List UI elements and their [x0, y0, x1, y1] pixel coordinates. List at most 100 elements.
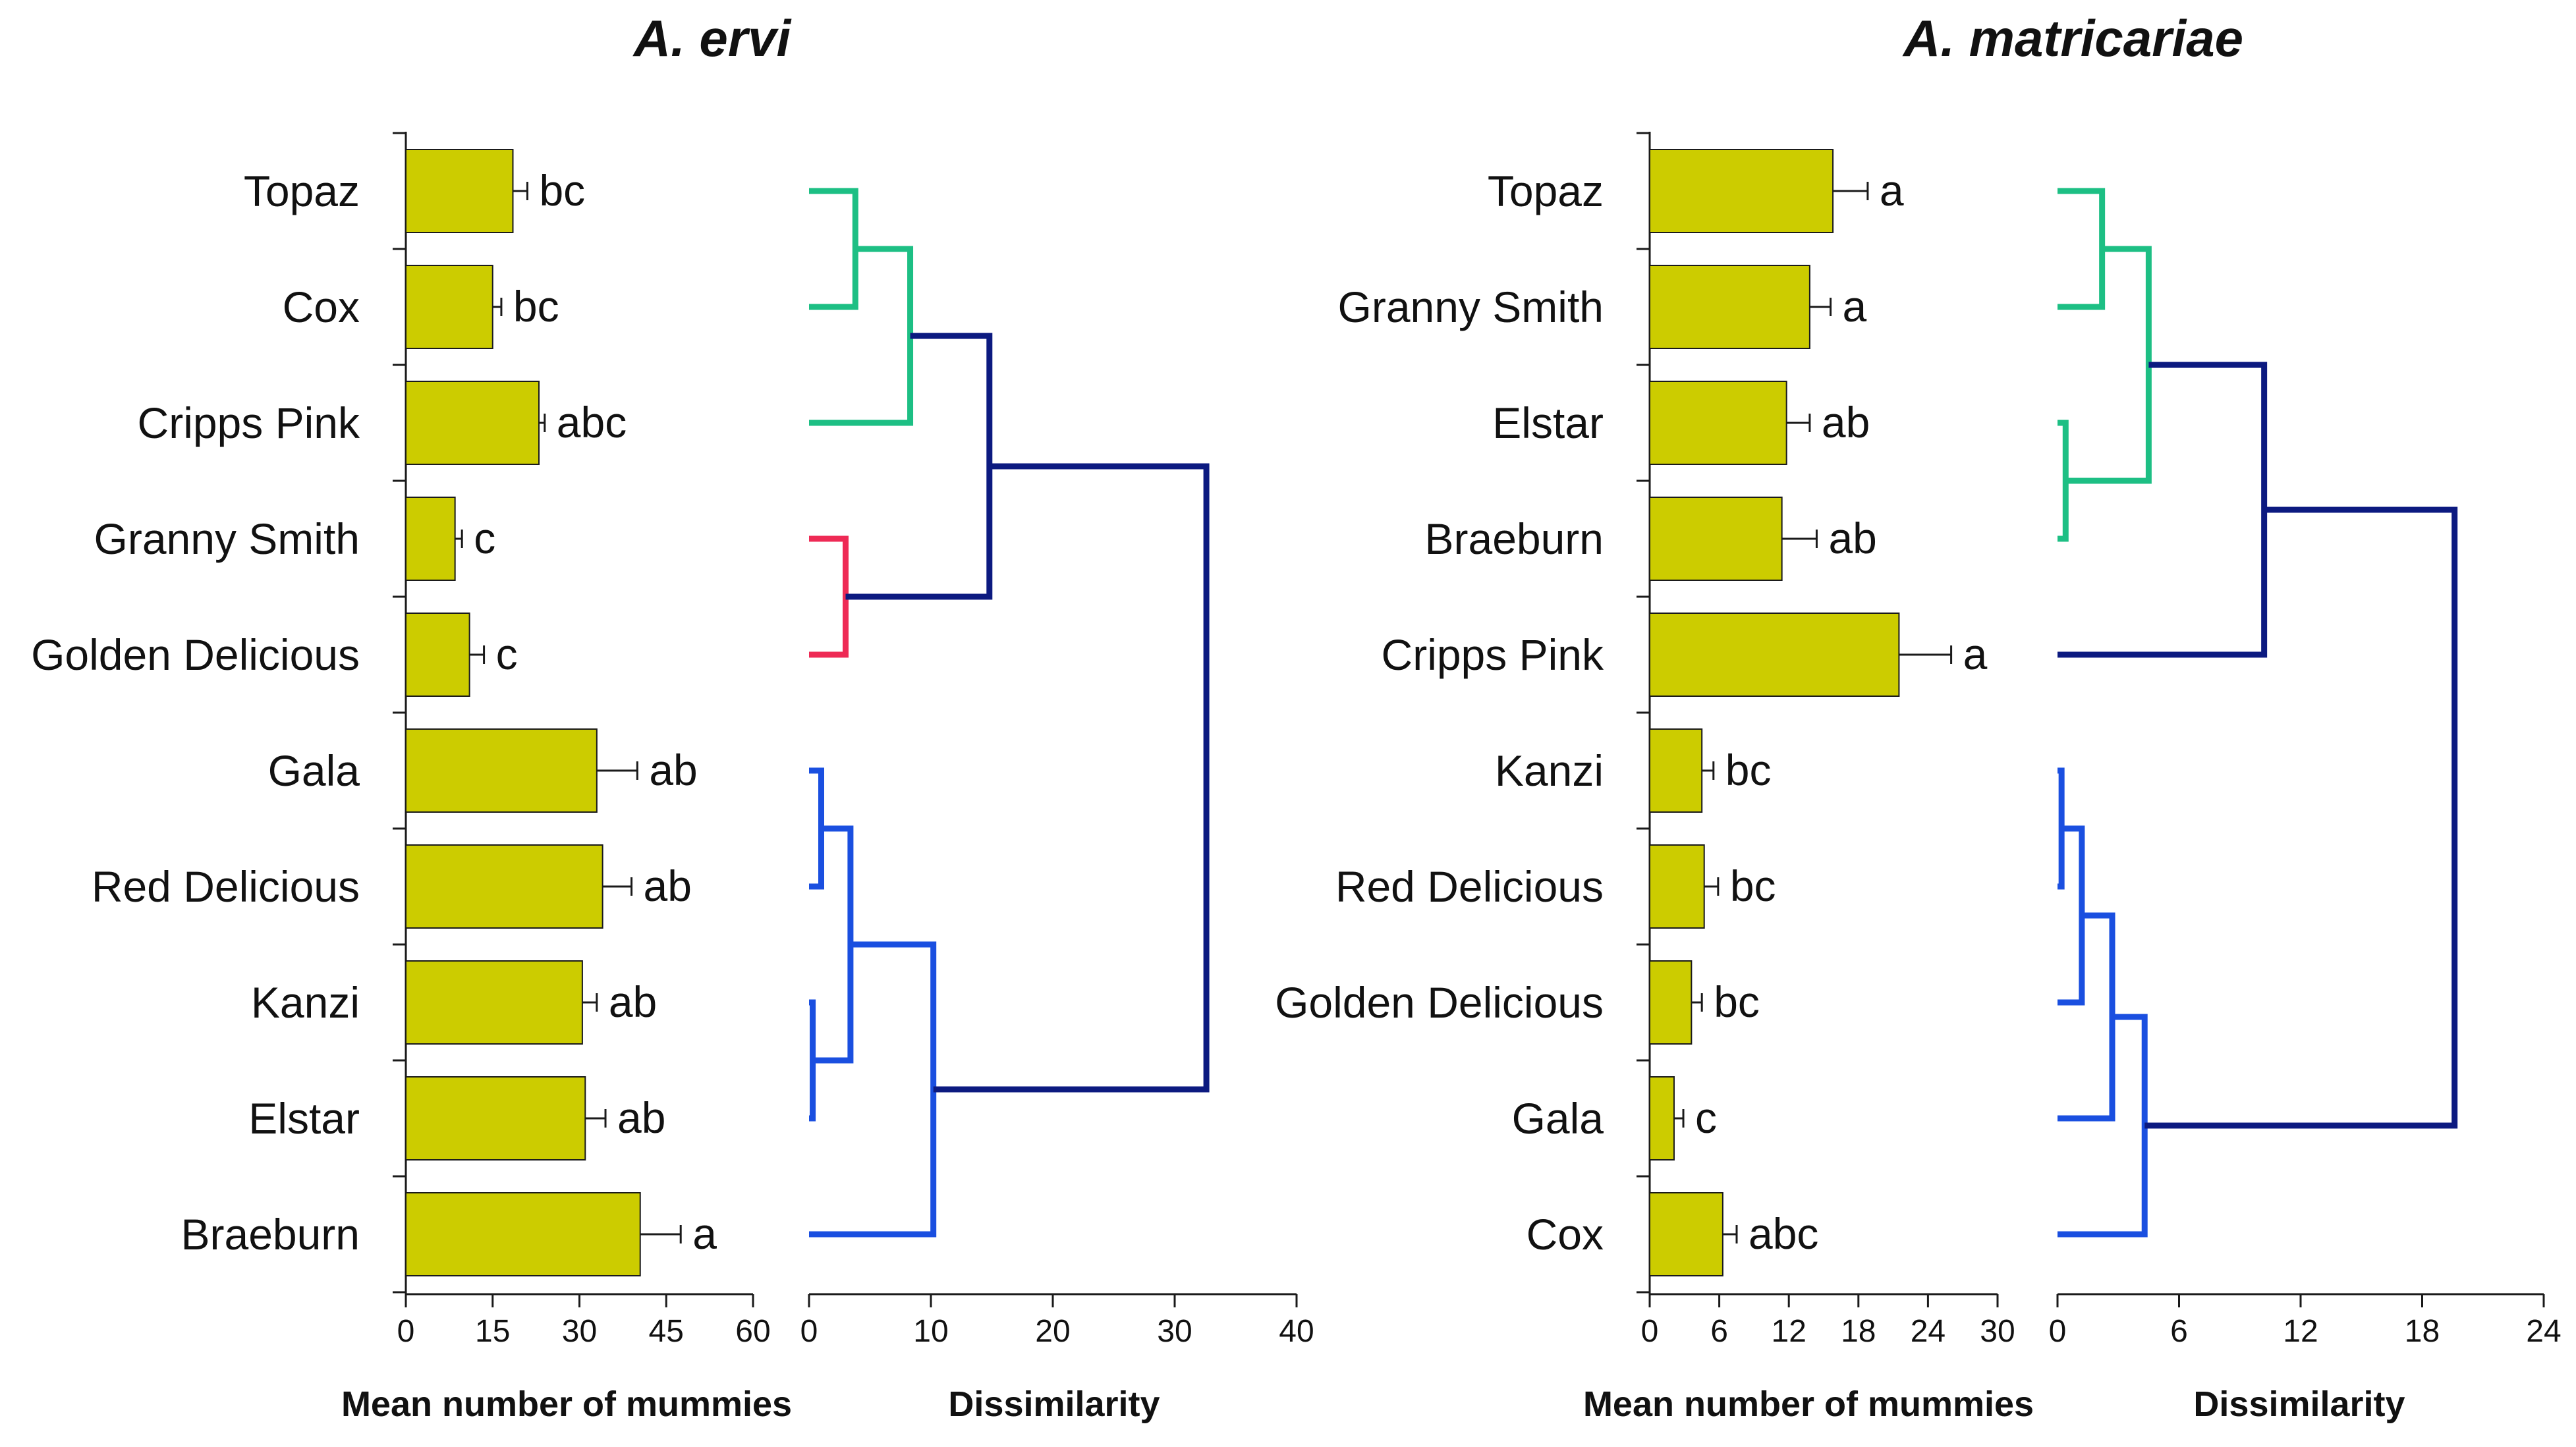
dendrogram-link-ervi-3 [845, 333, 993, 600]
significance-letter-matricariae-granny-smith: a [1843, 282, 1867, 331]
x-tick-label-ervi-dendrogram: 30 [1157, 1314, 1192, 1349]
significance-letter-ervi-cripps-pink: abc [557, 398, 627, 447]
bar-matricariae-braeburn [1649, 497, 1783, 581]
category-label-matricariae-braeburn: Braeburn [1424, 514, 1604, 563]
category-label-ervi-cox: Cox [283, 283, 360, 331]
x-tick-label-ervi-dendrogram: 10 [913, 1314, 948, 1349]
significance-letter-matricariae-red-delicious: bc [1730, 861, 1776, 910]
significance-letter-matricariae-topaz: a [1880, 166, 1904, 215]
bar-matricariae-red-delicious [1649, 844, 1705, 929]
x-tick-label-matricariae-bars: 24 [1911, 1314, 1946, 1349]
dendrogram-link-matricariae-3 [2058, 362, 2268, 658]
significance-letter-ervi-golden-delicious: c [496, 630, 518, 678]
category-label-ervi-golden-delicious: Golden Delicious [31, 630, 360, 679]
dendrogram-link-matricariae-1 [2058, 420, 2069, 542]
x-tick-label-matricariae-bars: 6 [1710, 1314, 1728, 1349]
significance-letter-matricariae-braeburn: ab [1828, 514, 1876, 562]
x-tick-label-matricariae-dendrogram: 6 [2170, 1314, 2188, 1349]
category-label-ervi-braeburn: Braeburn [181, 1210, 360, 1259]
significance-letter-ervi-braeburn: a [692, 1209, 717, 1258]
significance-letter-ervi-gala: ab [649, 746, 697, 794]
category-label-matricariae-gala: Gala [1512, 1094, 1604, 1143]
bar-matricariae-cripps-pink [1649, 613, 1900, 697]
bar-ervi-golden-delicious [405, 613, 470, 697]
x-tick-label-ervi-dendrogram: 0 [800, 1314, 818, 1349]
x-tick-label-ervi-bars: 0 [397, 1314, 415, 1349]
x-tick-label-matricariae-dendrogram: 12 [2283, 1314, 2318, 1349]
bar-ervi-topaz [405, 149, 514, 233]
category-label-ervi-red-delicious: Red Delicious [92, 862, 360, 911]
category-label-matricariae-topaz: Topaz [1488, 167, 1604, 215]
category-label-ervi-topaz: Topaz [244, 167, 360, 215]
category-label-matricariae-kanzi: Kanzi [1495, 746, 1604, 795]
significance-letter-ervi-red-delicious: ab [644, 861, 692, 910]
significance-letter-matricariae-elstar: ab [1822, 398, 1870, 447]
dendrogram-link-ervi-5 [809, 999, 816, 1122]
category-label-matricariae-cripps-pink: Cripps Pink [1382, 630, 1604, 679]
bar-ervi-granny-smith [405, 497, 456, 581]
panel-title-ervi: A. ervi [632, 9, 792, 67]
x-tick-label-matricariae-bars: 18 [1841, 1314, 1876, 1349]
x-axis-label-ervi-bars: Mean number of mummies [341, 1384, 792, 1424]
significance-letter-matricariae-cripps-pink: a [1963, 630, 1988, 678]
x-axis-label-matricariae-bars: Mean number of mummies [1583, 1384, 2034, 1424]
dendrogram-link-matricariae-2 [2065, 246, 2152, 484]
bar-matricariae-gala [1649, 1076, 1675, 1160]
dendrogram-link-ervi-0 [809, 188, 858, 310]
significance-letter-ervi-topaz: bc [539, 166, 585, 215]
x-tick-label-ervi-bars: 60 [735, 1314, 770, 1349]
x-tick-label-matricariae-dendrogram: 0 [2049, 1314, 2067, 1349]
bar-ervi-cripps-pink [405, 381, 540, 465]
bar-ervi-braeburn [405, 1192, 641, 1276]
significance-letter-matricariae-gala: c [1695, 1093, 1717, 1142]
panel-ervi-bars: A. ervi Mean number of mummies 0 15 30 45 60… [31, 9, 792, 1424]
category-label-ervi-elstar: Elstar [248, 1094, 360, 1143]
panel-matricariae-bars: A. matricariae Mean number of mummies 0 6… [1275, 9, 2243, 1424]
x-tick-label-ervi-bars: 15 [475, 1314, 510, 1349]
x-tick-label-ervi-dendrogram: 40 [1279, 1314, 1314, 1349]
dendrogram-link-ervi-7 [809, 941, 937, 1238]
bar-ervi-cox [405, 265, 493, 349]
category-label-matricariae-elstar: Elstar [1492, 398, 1604, 447]
category-label-matricariae-cox: Cox [1526, 1210, 1604, 1259]
dendrogram-link-ervi-4 [809, 767, 824, 890]
x-tick-label-ervi-bars: 45 [649, 1314, 684, 1349]
category-label-ervi-gala: Gala [268, 746, 360, 795]
dendrogram-link-matricariae-6 [2058, 912, 2115, 1122]
dendrogram-link-matricariae-0 [2058, 188, 2106, 310]
dendrogram-link-matricariae-7 [2058, 1014, 2148, 1238]
significance-letter-matricariae-cox: abc [1749, 1209, 1818, 1258]
x-tick-label-ervi-bars: 30 [562, 1314, 597, 1349]
category-label-ervi-kanzi: Kanzi [251, 978, 360, 1027]
significance-letter-ervi-granny-smith: c [474, 514, 495, 562]
dendrogram-link-matricariae-8 [2144, 506, 2458, 1129]
bar-ervi-gala [405, 728, 598, 813]
bar-matricariae-golden-delicious [1649, 960, 1693, 1045]
x-axis-label-ervi-dendrogram: Dissimilarity [948, 1384, 1160, 1424]
significance-letter-matricariae-kanzi: bc [1725, 746, 1772, 794]
x-axis-label-matricariae-dendrogram: Dissimilarity [2193, 1384, 2405, 1424]
bar-matricariae-kanzi [1649, 728, 1703, 813]
bar-matricariae-cox [1649, 1192, 1723, 1276]
panel-matricariae-dendrogram: Dissimilarity 0 6 12 18 24 [2049, 188, 2562, 1424]
significance-letter-matricariae-golden-delicious: bc [1714, 977, 1760, 1026]
x-tick-label-matricariae-dendrogram: 18 [2405, 1314, 2440, 1349]
bar-matricariae-elstar [1649, 381, 1787, 465]
significance-letter-ervi-kanzi: ab [609, 977, 657, 1026]
x-tick-label-matricariae-bars: 12 [1772, 1314, 1806, 1349]
bar-ervi-elstar [405, 1076, 586, 1160]
x-tick-label-ervi-dendrogram: 20 [1035, 1314, 1070, 1349]
category-label-ervi-cripps-pink: Cripps Pink [138, 398, 360, 447]
bar-ervi-red-delicious [405, 844, 603, 929]
x-tick-label-matricariae-bars: 30 [1980, 1314, 2015, 1349]
x-tick-label-matricariae-dendrogram: 24 [2526, 1314, 2561, 1349]
bar-matricariae-topaz [1649, 149, 1834, 233]
category-label-matricariae-golden-delicious: Golden Delicious [1275, 978, 1604, 1027]
dendrogram-link-ervi-8 [933, 463, 1210, 1093]
significance-letter-ervi-cox: bc [513, 282, 559, 331]
x-tick-label-matricariae-bars: 0 [1641, 1314, 1659, 1349]
significance-letter-ervi-elstar: ab [617, 1093, 665, 1142]
panel-title-matricariae: A. matricariae [1902, 9, 2243, 67]
category-label-matricariae-red-delicious: Red Delicious [1335, 862, 1604, 911]
